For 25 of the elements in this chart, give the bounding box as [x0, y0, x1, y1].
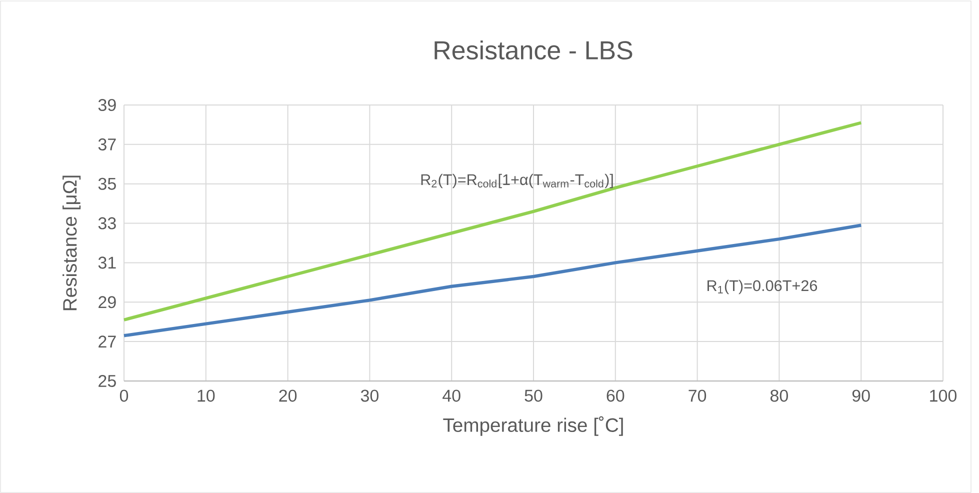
annotation: R$_{1}$(T)=0.06T+26 [708, 280, 818, 294]
x-tick-label: 30 [360, 390, 378, 402]
y-tick-label: 27 [98, 336, 116, 348]
y-tick-label: 39 [98, 98, 116, 112]
text: R$_{2}$(T)=R$_{cold}$[1+α(T$_{warm}$-T$_{cold}$)] [421, 174, 613, 188]
x-tick-label: 80 [770, 390, 788, 402]
x-tick-label: 40 [442, 390, 460, 402]
y-tick-label: 33 [98, 217, 116, 230]
x-tick-label: 70 [688, 390, 706, 402]
line-series [122, 224, 863, 338]
y-tick-label: 29 [98, 296, 116, 308]
x-tick-label: 0 [120, 390, 128, 402]
y-tick-label: 37 [98, 138, 116, 150]
y-axis-title: Resistance [μΩ] [62, 176, 81, 310]
x-axis-title: Temperature rise [˚C] [443, 416, 623, 436]
y-tick-label: 25 [98, 374, 116, 388]
y-tick-label: 35 [98, 178, 116, 190]
x-tick-label: 10 [198, 390, 215, 402]
x-tick-label: 20 [279, 390, 297, 402]
x-tick-label: 100 [930, 390, 956, 402]
chart-title: Resistance - LBS [434, 40, 632, 60]
x-tick-label: 50 [524, 390, 542, 402]
y-tick-label: 31 [98, 256, 116, 269]
x-tick-label: 60 [606, 390, 624, 402]
x-tick-label: 90 [852, 390, 870, 402]
